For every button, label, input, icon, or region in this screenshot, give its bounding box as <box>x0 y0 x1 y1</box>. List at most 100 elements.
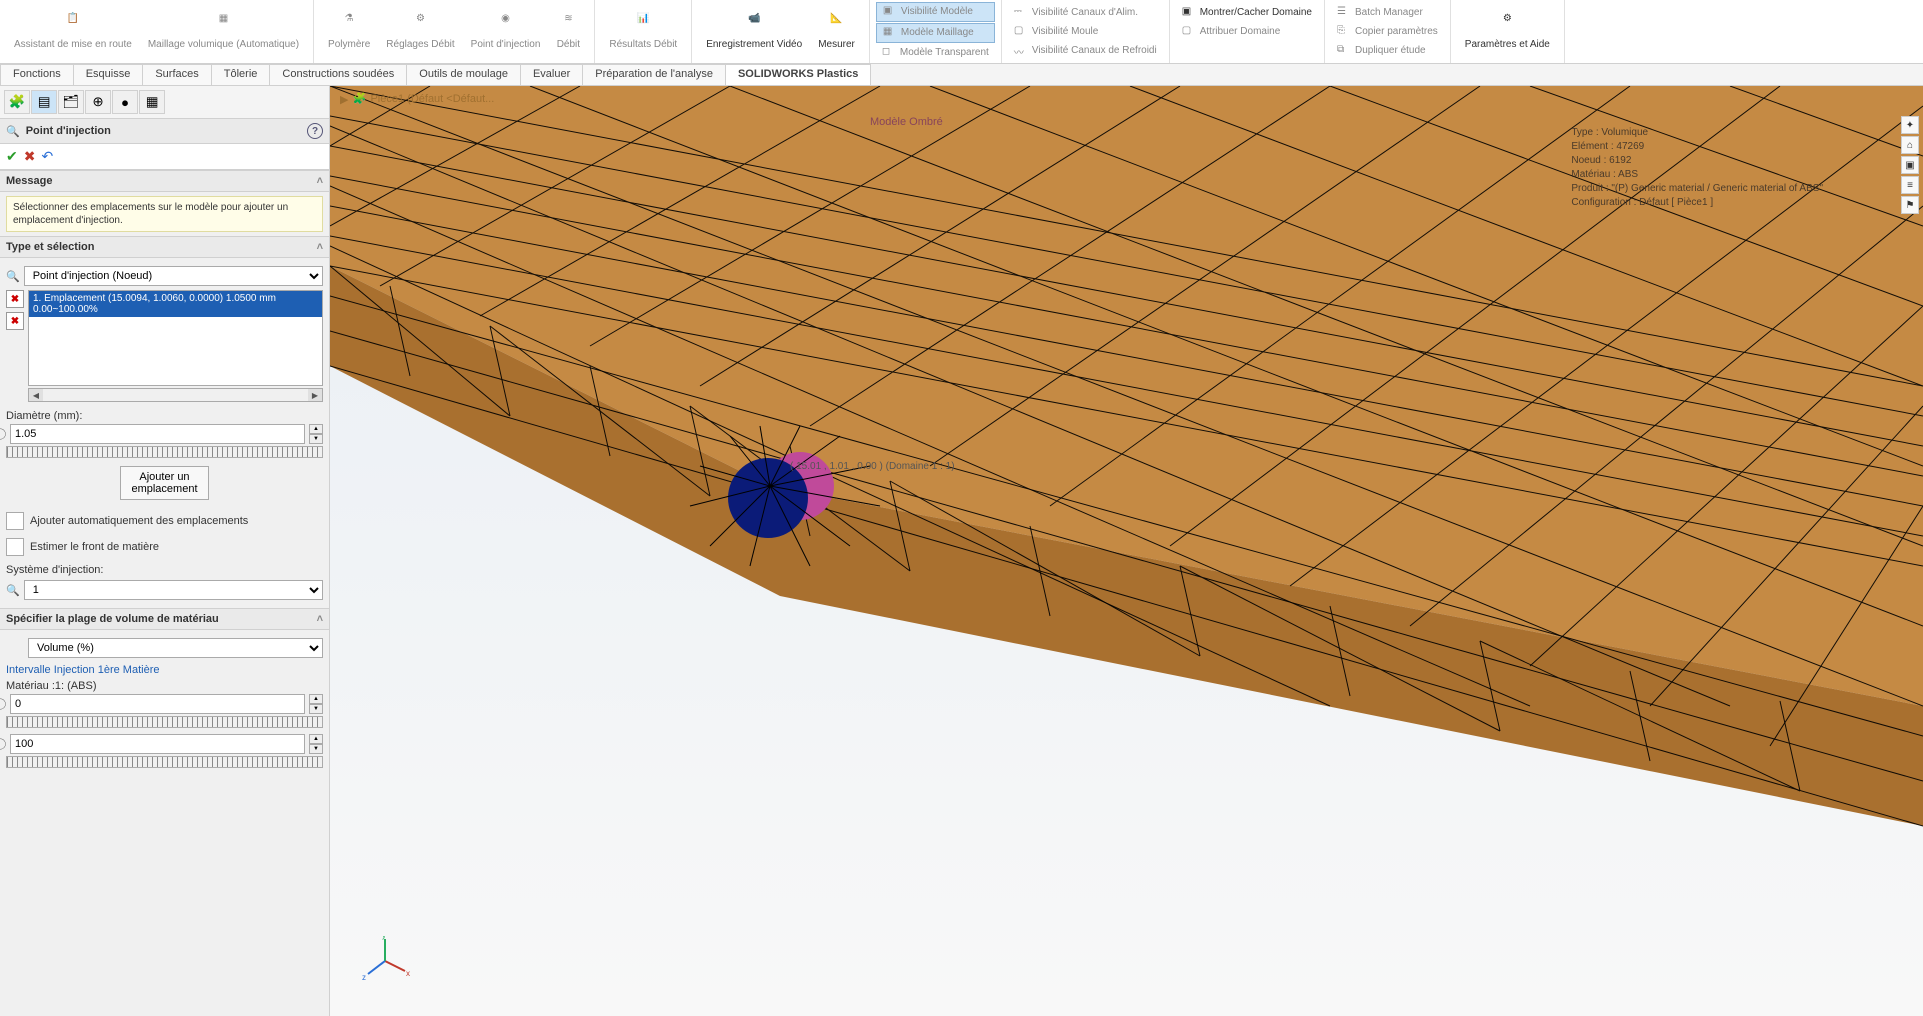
show-domain-button[interactable]: ▣Montrer/Cacher Domaine <box>1176 4 1318 22</box>
system-select[interactable]: 1 <box>24 580 323 600</box>
diameter-slider[interactable] <box>6 446 323 458</box>
inject-small-icon: 🔍 <box>6 125 20 138</box>
vis-transparent-button[interactable]: ◻Modèle Transparent <box>876 44 995 62</box>
copy-icon: ⎘ <box>1337 25 1351 39</box>
home-icon[interactable]: ⌂ <box>1901 136 1919 154</box>
flag-icon[interactable]: ⚑ <box>1901 196 1919 214</box>
arrow-icon: ▶ <box>340 93 348 106</box>
info-product: Produit : "(P) Generic material / Generi… <box>1571 182 1823 196</box>
orientation-triad[interactable]: x y z <box>360 936 410 986</box>
label: Débit <box>557 39 580 50</box>
tab-moulage[interactable]: Outils de moulage <box>406 64 521 85</box>
injection-point-button: ◉Point d'injection <box>463 9 549 54</box>
spin-down[interactable]: ▼ <box>309 744 323 754</box>
ribbon-group-setup: ⚗Polymère ⚙Réglages Débit ◉Point d'injec… <box>314 0 595 63</box>
pm-tab-config[interactable]: 🗂 <box>58 90 84 114</box>
label: Modèle Transparent <box>900 47 989 58</box>
location-item[interactable]: 1. Emplacement (15.0094, 1.0060, 0.0000)… <box>29 291 322 317</box>
estimate-front-row[interactable]: Estimer le front de matière <box>6 534 323 560</box>
info-material: Matériau : ABS <box>1571 168 1823 182</box>
material-label: Matériau :1: (ABS) <box>6 680 323 692</box>
range-header[interactable]: Spécifier la plage de volume de matériau… <box>0 608 329 630</box>
tab-evaluer[interactable]: Evaluer <box>520 64 583 85</box>
list-scrollbar[interactable]: ◀▶ <box>28 388 323 402</box>
pm-tab-property[interactable]: ▤ <box>31 90 57 114</box>
measure-button[interactable]: 📐Mesurer <box>810 9 863 54</box>
domain-icon: ▣ <box>1182 6 1196 20</box>
scroll-left-icon[interactable]: ◀ <box>29 389 43 401</box>
label: Visibilité Canaux de Refroidi <box>1032 45 1157 56</box>
params-help-button[interactable]: ⚙ Paramètres et Aide <box>1457 9 1558 54</box>
mold-icon: ▢ <box>1014 25 1028 39</box>
range-high-slider[interactable] <box>6 756 323 768</box>
label: Attribuer Domaine <box>1200 26 1281 37</box>
volume-mode-select[interactable]: Volume (%) <box>28 638 323 658</box>
vis-mesh-button[interactable]: ▦Modèle Maillage <box>876 23 995 43</box>
info-node: Noeud : 6192 <box>1571 154 1823 168</box>
info-config: Configuration : Défaut [ Pièce1 ] <box>1571 196 1823 210</box>
tab-analyse[interactable]: Préparation de l'analyse <box>582 64 726 85</box>
batch-manager-button: ☰Batch Manager <box>1331 4 1444 22</box>
spin-down[interactable]: ▼ <box>309 704 323 714</box>
vis-feed-button: ⎓Visibilité Canaux d'Alim. <box>1008 4 1163 22</box>
spin-up[interactable]: ▲ <box>309 734 323 744</box>
tab-tolerie[interactable]: Tôlerie <box>211 64 271 85</box>
viewport-side-toolbar: ✦ ⌂ ▣ ≡ ⚑ <box>1901 116 1919 214</box>
range-low-input[interactable] <box>10 694 305 714</box>
tab-constructions[interactable]: Constructions soudées <box>269 64 407 85</box>
label: Réglages Débit <box>386 39 454 50</box>
ribbon-group-help: ⚙ Paramètres et Aide <box>1451 0 1565 63</box>
range-high-input[interactable] <box>10 734 305 754</box>
graphics-viewport[interactable]: ▶ 🧩 Pièce1 (Défaut <Défaut... Modèle Omb… <box>330 86 1923 1016</box>
fit-icon[interactable]: ▣ <box>1901 156 1919 174</box>
label: Paramètres et Aide <box>1465 39 1550 50</box>
tab-surfaces[interactable]: Surfaces <box>142 64 211 85</box>
undo-icon[interactable]: ↶ <box>41 148 53 165</box>
location-list[interactable]: 1. Emplacement (15.0094, 1.0060, 0.0000)… <box>28 290 323 386</box>
interval-link[interactable]: Intervalle Injection 1ère Matière <box>6 662 323 678</box>
pm-tab-appearance[interactable]: ● <box>112 90 138 114</box>
tab-plastics[interactable]: SOLIDWORKS Plastics <box>725 64 871 85</box>
tab-fonctions[interactable]: Fonctions <box>0 64 74 85</box>
spin-up[interactable]: ▲ <box>309 694 323 704</box>
label: Spécifier la plage de volume de matériau <box>6 613 219 625</box>
inject-icon: ◉ <box>494 13 518 37</box>
auto-locations-row[interactable]: Ajouter automatiquement des emplacements <box>6 508 323 534</box>
wizard-icon: 📋 <box>61 13 85 37</box>
breadcrumb-text: Pièce1 (Défaut <Défaut... <box>370 93 494 105</box>
ribbon-group-visibility: ▣Visibilité Modèle ▦Modèle Maillage ◻Mod… <box>870 0 1002 63</box>
pm-tab-plastics[interactable]: ▦ <box>139 90 165 114</box>
model-breadcrumb[interactable]: ▶ 🧩 Pièce1 (Défaut <Défaut... <box>340 92 494 106</box>
scroll-right-icon[interactable]: ▶ <box>308 389 322 401</box>
ribbon-group-tools: 📹Enregistrement Vidéo 📐Mesurer <box>692 0 870 63</box>
command-header: 🔍 Point d'injection ? <box>0 119 329 144</box>
type-mode-select[interactable]: Point d'injection (Noeud) <box>24 266 323 286</box>
pm-tab-dim[interactable]: ⊕ <box>85 90 111 114</box>
tab-esquisse[interactable]: Esquisse <box>73 64 144 85</box>
range-low-slider[interactable] <box>6 716 323 728</box>
info-element: Elément : 47269 <box>1571 140 1823 154</box>
command-title: Point d'injection <box>26 125 111 137</box>
ribbon-group-visibility2: ⎓Visibilité Canaux d'Alim. ▢Visibilité M… <box>1002 0 1170 63</box>
camera-icon: 📹 <box>742 13 766 37</box>
remove-all-button[interactable]: ✖ <box>6 312 24 330</box>
spin-up[interactable]: ▲ <box>309 424 323 434</box>
label: Batch Manager <box>1355 7 1423 18</box>
add-location-button[interactable]: Ajouter un emplacement <box>120 466 208 500</box>
message-header[interactable]: Message˄ <box>0 170 329 192</box>
layers-icon[interactable]: ≡ <box>1901 176 1919 194</box>
vis-model-button[interactable]: ▣Visibilité Modèle <box>876 2 995 22</box>
type-icon: 🔍 <box>6 270 20 283</box>
chevron-up-icon: ˄ <box>317 613 323 625</box>
video-record-button[interactable]: 📹Enregistrement Vidéo <box>698 9 810 54</box>
diameter-input[interactable] <box>10 424 305 444</box>
spin-down[interactable]: ▼ <box>309 434 323 444</box>
pm-tab-feature[interactable]: 🧩 <box>4 90 30 114</box>
remove-item-button[interactable]: ✖ <box>6 290 24 308</box>
help-icon[interactable]: ? <box>307 123 323 139</box>
help-gear-icon: ⚙ <box>1495 13 1519 37</box>
compass-icon[interactable]: ✦ <box>1901 116 1919 134</box>
type-header[interactable]: Type et sélection˄ <box>0 236 329 258</box>
cancel-icon[interactable]: ✖ <box>24 148 36 165</box>
ok-icon[interactable]: ✔ <box>6 148 18 165</box>
